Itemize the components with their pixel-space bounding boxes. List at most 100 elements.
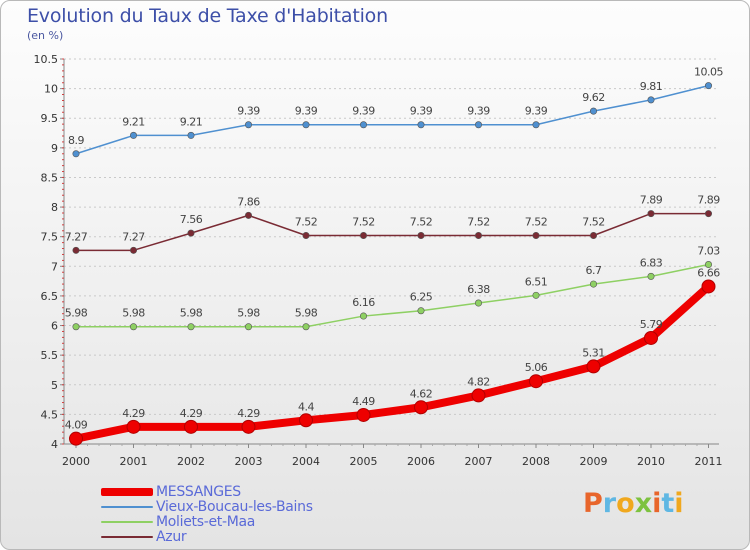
legend-label: Vieux-Boucau-les-Bains <box>156 499 313 515</box>
x-tick-label: 2005 <box>350 455 378 468</box>
x-tick-label: 2006 <box>407 455 435 468</box>
data-label: 9.39 <box>467 105 490 118</box>
logo-letter: i <box>652 488 662 519</box>
data-label: 9.62 <box>582 91 605 104</box>
legend-swatch <box>101 506 153 508</box>
y-tick-label: 8 <box>51 201 58 214</box>
data-label: 6.66 <box>697 266 720 279</box>
data-label: 7.52 <box>352 216 375 229</box>
data-point <box>532 232 540 240</box>
data-label: 7.89 <box>640 194 663 207</box>
data-point <box>245 121 253 129</box>
legend-swatch <box>101 521 153 523</box>
y-tick-label: 10.5 <box>34 53 59 66</box>
data-point <box>414 400 428 415</box>
legend-swatch <box>101 488 153 496</box>
data-label: 7.52 <box>410 216 433 229</box>
data-point <box>474 232 482 240</box>
logo-letter: r <box>602 488 617 519</box>
data-point <box>474 299 482 307</box>
data-point <box>187 131 195 139</box>
data-point <box>644 330 658 345</box>
data-label: 7.52 <box>295 216 318 229</box>
data-point <box>299 413 313 428</box>
data-label: 6.25 <box>410 291 433 304</box>
legend-label: MESSANGES <box>156 484 241 500</box>
data-label: 5.31 <box>582 346 605 359</box>
data-label: 5.98 <box>237 307 260 320</box>
data-point <box>69 431 83 446</box>
data-label: 9.39 <box>237 105 260 118</box>
data-label: 4.82 <box>467 375 490 388</box>
data-point <box>417 121 425 129</box>
logo-letter: i <box>674 488 684 519</box>
series-line-Vieux-Boucau-les-Bains <box>75 84 710 155</box>
data-point <box>72 323 80 331</box>
data-label: 4.29 <box>237 407 260 420</box>
x-tick-label: 2008 <box>522 455 550 468</box>
data-point <box>359 312 367 320</box>
data-point <box>532 291 540 299</box>
data-label: 7.52 <box>582 216 605 229</box>
data-point <box>704 82 712 90</box>
x-tick-label: 2011 <box>695 455 723 468</box>
data-label: 7.27 <box>122 230 145 243</box>
series-line-Azur <box>75 212 710 252</box>
data-point <box>184 419 198 434</box>
data-label: 6.38 <box>467 283 490 296</box>
chart-title: Evolution du Taux de Taxe d'Habitation <box>27 5 388 27</box>
legend-label: Azur <box>156 529 187 545</box>
data-label: 6.83 <box>640 256 663 269</box>
data-label: 4.29 <box>122 407 145 420</box>
data-label: 7.03 <box>697 245 720 258</box>
x-tick-label: 2003 <box>235 455 263 468</box>
data-point <box>187 229 195 237</box>
y-tick-label: 5.5 <box>41 349 59 362</box>
data-point <box>529 374 543 389</box>
y-tick-label: 6 <box>51 320 58 333</box>
data-point <box>302 121 310 129</box>
y-tick-label: 4 <box>51 438 58 451</box>
data-point <box>701 279 716 294</box>
y-tick-label: 7 <box>51 260 58 273</box>
logo-letter: t <box>661 488 675 519</box>
data-label: 7.52 <box>467 216 490 229</box>
y-tick-label: 9 <box>51 142 58 155</box>
data-label: 9.21 <box>180 115 203 128</box>
data-point <box>589 280 597 288</box>
data-point <box>474 121 482 129</box>
data-label: 9.39 <box>352 105 375 118</box>
data-point <box>471 388 486 403</box>
data-label: 5.79 <box>640 318 663 331</box>
data-label: 5.98 <box>180 307 203 320</box>
data-label: 7.27 <box>65 230 88 243</box>
data-label: 9.21 <box>122 115 145 128</box>
data-point <box>417 307 425 315</box>
data-label: 4.49 <box>352 395 375 408</box>
chart-subtitle: (en %) <box>27 29 64 42</box>
data-label: 7.56 <box>180 213 203 226</box>
y-tick-label: 9.5 <box>41 112 59 125</box>
data-point <box>704 261 712 269</box>
data-point <box>647 272 655 280</box>
data-label: 5.06 <box>525 361 548 374</box>
y-tick-label: 7.5 <box>41 231 59 244</box>
x-tick-label: 2000 <box>62 455 90 468</box>
x-tick-label: 2004 <box>292 455 320 468</box>
legend-label: Moliets-et-Maa <box>156 514 256 530</box>
data-label: 10.05 <box>694 66 723 79</box>
data-label: 6.7 <box>586 264 602 277</box>
data-label: 7.86 <box>237 195 260 208</box>
data-label: 6.51 <box>525 275 548 288</box>
data-point <box>356 407 371 422</box>
data-point <box>72 150 80 158</box>
data-label: 6.16 <box>352 296 375 309</box>
y-tick-label: 6.5 <box>41 290 59 303</box>
logo-letter: x <box>634 488 653 519</box>
data-point <box>589 107 597 115</box>
y-tick-label: 5 <box>51 379 58 392</box>
y-tick-label: 4.5 <box>41 408 59 421</box>
x-tick-label: 2007 <box>465 455 493 468</box>
data-label: 4.62 <box>410 387 433 400</box>
